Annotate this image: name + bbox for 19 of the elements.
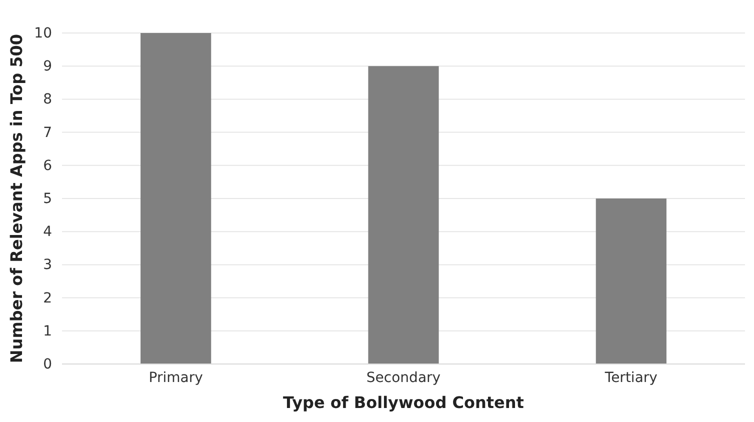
y-tick-label: 5 bbox=[43, 190, 52, 207]
bar bbox=[596, 198, 666, 364]
y-tick-label: 0 bbox=[43, 356, 52, 372]
y-tick-label: 4 bbox=[43, 224, 52, 240]
y-axis-title: Number of Relevant Apps in Top 500 bbox=[7, 34, 26, 364]
x-axis-title: Type of Bollywood Content bbox=[283, 393, 524, 412]
y-tick-label: 10 bbox=[34, 25, 52, 42]
x-tick-label: Tertiary bbox=[604, 370, 658, 386]
x-tick-label: Secondary bbox=[366, 370, 441, 386]
x-tick-label: Primary bbox=[148, 370, 203, 386]
y-tick-label: 1 bbox=[43, 323, 52, 340]
y-tick-label: 7 bbox=[43, 124, 52, 141]
y-tick-label: 2 bbox=[43, 290, 52, 306]
bar bbox=[140, 33, 212, 364]
bar bbox=[368, 66, 439, 364]
y-tick-label: 6 bbox=[43, 158, 52, 174]
y-tick-label: 9 bbox=[43, 58, 52, 75]
y-tick-label: 3 bbox=[43, 257, 52, 274]
y-tick-label: 8 bbox=[43, 92, 52, 108]
